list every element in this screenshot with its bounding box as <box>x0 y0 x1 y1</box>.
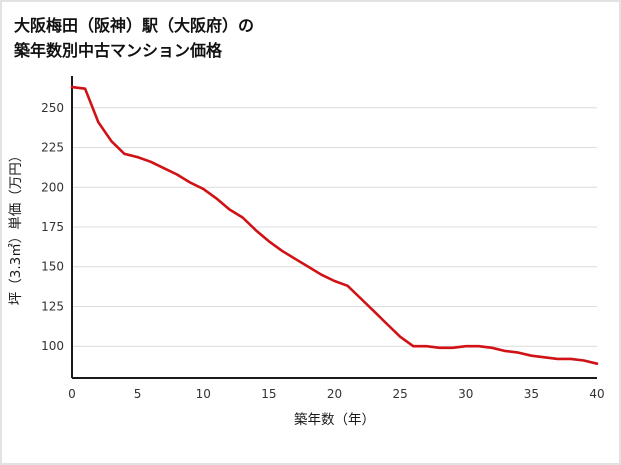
y-tick-label: 225 <box>41 140 64 154</box>
x-tick-label: 5 <box>134 387 142 401</box>
x-tick-label: 10 <box>196 387 211 401</box>
y-tick-label: 125 <box>41 299 64 313</box>
x-tick-label: 40 <box>589 387 604 401</box>
x-tick-label: 25 <box>392 387 407 401</box>
y-tick-label: 200 <box>41 180 64 194</box>
x-tick-label: 15 <box>261 387 276 401</box>
gridlines <box>72 106 597 347</box>
y-tick-label: 175 <box>41 220 64 234</box>
chart-title-line2: 築年数別中古マンション価格 <box>14 40 223 60</box>
tick-labels: 100 125 150 175 200 225 250 0 5 10 15 20 25 30 35 40 <box>41 100 605 400</box>
x-tick-label: 20 <box>327 387 342 401</box>
x-tick-label: 0 <box>68 387 76 401</box>
x-tick-label: 30 <box>458 387 473 401</box>
y-axis-label: 坪（3.3㎡）単価（万円） <box>8 148 24 304</box>
x-tick-label: 35 <box>524 387 539 401</box>
chart-title-line1: 大阪梅田（阪神）駅（大阪府）の <box>14 16 255 35</box>
x-axis-label: 築年数（年） <box>294 412 375 428</box>
y-tick-label: 100 <box>41 339 64 353</box>
price-line-chart: 100 125 150 175 200 225 250 0 5 10 15 20 25 30 35 40 坪（… <box>8 75 605 428</box>
axes <box>71 75 597 379</box>
chart-title: 大阪梅田（阪神）駅（大阪府）の 築年数別中古マンション価格 <box>2 2 619 64</box>
y-tick-label: 250 <box>41 100 64 114</box>
y-tick-label: 150 <box>41 259 64 273</box>
price-series-line <box>70 85 599 365</box>
